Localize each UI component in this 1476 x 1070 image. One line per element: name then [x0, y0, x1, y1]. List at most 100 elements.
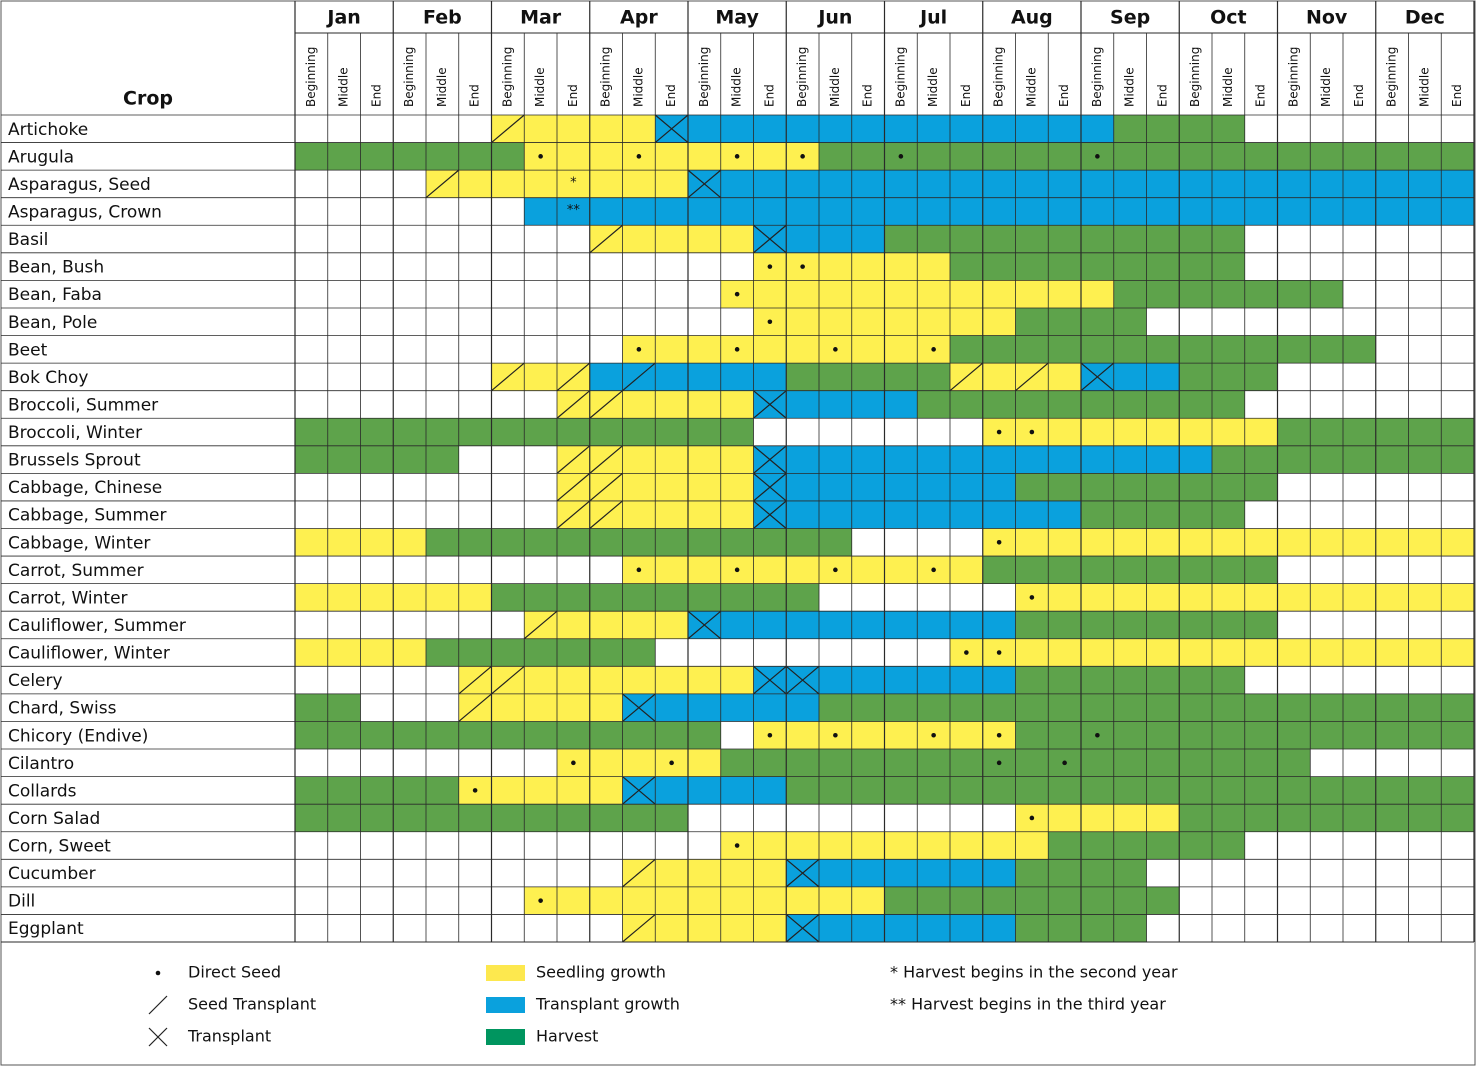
cell [1048, 859, 1081, 887]
cell [589, 749, 623, 777]
cell [688, 804, 721, 832]
cell [589, 528, 623, 557]
cell [1146, 831, 1180, 860]
cell [1375, 914, 1409, 942]
cell [1015, 225, 1049, 253]
cell [1146, 363, 1180, 391]
cell-note: ** [567, 203, 581, 218]
cell [786, 693, 819, 722]
cell [655, 859, 688, 887]
cell [1277, 115, 1311, 143]
cell [458, 749, 492, 777]
cell [1212, 418, 1245, 446]
cell [1179, 418, 1212, 446]
cell [1015, 280, 1049, 308]
cell [327, 445, 361, 474]
cell [1408, 611, 1442, 639]
cell [1113, 500, 1147, 529]
cell [458, 611, 492, 639]
legend-note: ** Harvest begins in the third year [890, 995, 1166, 1014]
cell [557, 280, 590, 308]
cell [1113, 804, 1147, 832]
cell [1212, 363, 1245, 391]
cell [786, 721, 819, 750]
cell [1310, 363, 1343, 391]
cell [917, 831, 950, 860]
cell [1310, 831, 1343, 860]
cell [589, 556, 623, 584]
cell [589, 776, 623, 805]
period-label: Beginning [402, 47, 416, 107]
cell [360, 611, 394, 639]
cell [1244, 831, 1278, 860]
cell [884, 583, 918, 612]
period-label: End [762, 84, 776, 107]
cell [1375, 115, 1409, 143]
cell-symbol [785, 913, 820, 943]
cell [1015, 776, 1049, 805]
cell [851, 225, 885, 253]
cell [1212, 280, 1245, 308]
cell [884, 418, 918, 446]
cell [491, 528, 525, 557]
cell [851, 418, 885, 446]
cell [720, 638, 754, 667]
cell [1408, 721, 1442, 750]
cell [393, 280, 426, 308]
cell [589, 693, 623, 722]
cell [786, 115, 819, 143]
period-label: Middle [435, 67, 449, 107]
cell [1441, 280, 1474, 308]
cell [1408, 886, 1442, 915]
cell [982, 886, 1016, 915]
cell [655, 142, 688, 171]
cell [917, 859, 950, 887]
cell [295, 721, 328, 750]
cell [557, 170, 590, 198]
cell [1310, 500, 1343, 529]
cell-symbol [833, 567, 838, 573]
cell [426, 556, 459, 584]
cell [295, 197, 328, 226]
cell [1441, 115, 1474, 143]
cell [655, 804, 688, 832]
cell [1113, 666, 1147, 694]
cell [1146, 721, 1180, 750]
cell [1179, 666, 1212, 694]
cell [917, 528, 950, 557]
cell [786, 583, 819, 612]
cell [327, 170, 361, 198]
cell [720, 749, 754, 777]
cell [884, 390, 918, 419]
cell [491, 776, 525, 805]
cell [1048, 528, 1081, 557]
cell [1179, 307, 1212, 336]
cell [1408, 749, 1442, 777]
cell [819, 776, 852, 805]
cell [1081, 307, 1114, 336]
legend-label: Transplant [187, 1027, 271, 1046]
cell [1048, 307, 1081, 336]
cell [1048, 252, 1081, 281]
cell [884, 115, 918, 143]
cell [393, 859, 426, 887]
cell-symbol [491, 362, 525, 392]
legend-swatch [486, 997, 525, 1013]
cell [1015, 307, 1049, 336]
cell-symbol [785, 665, 820, 695]
month-label: Mar [520, 7, 562, 29]
cell [360, 528, 394, 557]
cell [1146, 666, 1180, 694]
cell [884, 886, 918, 915]
cell [622, 611, 656, 639]
cell [458, 225, 492, 253]
cell [1146, 776, 1180, 805]
cell [295, 666, 328, 694]
cell [753, 804, 787, 832]
cell [1212, 859, 1245, 887]
cell-symbol [753, 445, 787, 474]
cell [851, 721, 885, 750]
cell [393, 225, 426, 253]
cell-symbol [622, 858, 656, 888]
cell [327, 611, 361, 639]
